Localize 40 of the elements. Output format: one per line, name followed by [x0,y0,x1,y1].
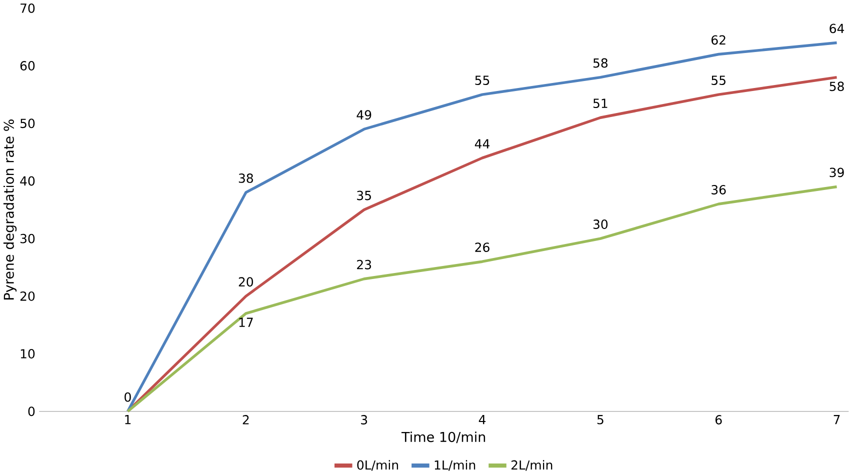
legend-label: 1L/min [434,460,476,471]
data-label: 51 [593,98,608,108]
data-label: 20 [238,277,254,286]
y-tick-label: 60 [20,60,35,70]
x-tick-label: 6 [716,414,722,424]
data-label: 55 [712,76,726,85]
data-label: 64 [830,24,844,34]
data-label: 55 [475,76,490,85]
data-label: 30 [593,219,608,229]
x-tick-label: 1 [125,414,131,424]
x-tick-label: 3 [361,414,368,424]
y-tick-label: 30 [20,234,35,244]
y-tick-label: 40 [20,176,35,186]
legend-label: 0L/min [357,460,398,471]
data-label: 26 [475,242,490,252]
y-axis-title: Pyrene degradation rate % [3,119,17,300]
data-label: 17 [239,318,253,327]
data-label: 38 [238,173,253,183]
data-label: 36 [712,184,726,194]
x-tick-label: 7 [834,414,840,424]
data-label: 62 [712,35,726,45]
y-tick-label: 20 [20,291,35,301]
data-label: 23 [357,260,372,270]
data-label: 39 [830,168,844,178]
y-tick-label: 50 [20,118,35,128]
legend-label: 2L/min [511,460,552,471]
data-label: 49 [356,110,372,120]
data-label: 58 [830,82,844,91]
data-label: 58 [593,58,608,68]
x-tick-label: 2 [242,414,249,424]
x-tick-label: 5 [597,414,604,424]
y-tick-label: 0 [28,406,35,416]
data-label: 35 [357,190,371,200]
y-tick-label: 70 [20,3,35,13]
x-axis-title: Time 10/min [401,431,486,444]
data-label: 0 [124,392,131,402]
data-label: 44 [474,139,490,148]
y-tick-label: 10 [20,348,35,358]
line-series [126,185,838,413]
x-tick-label: 4 [478,414,486,424]
